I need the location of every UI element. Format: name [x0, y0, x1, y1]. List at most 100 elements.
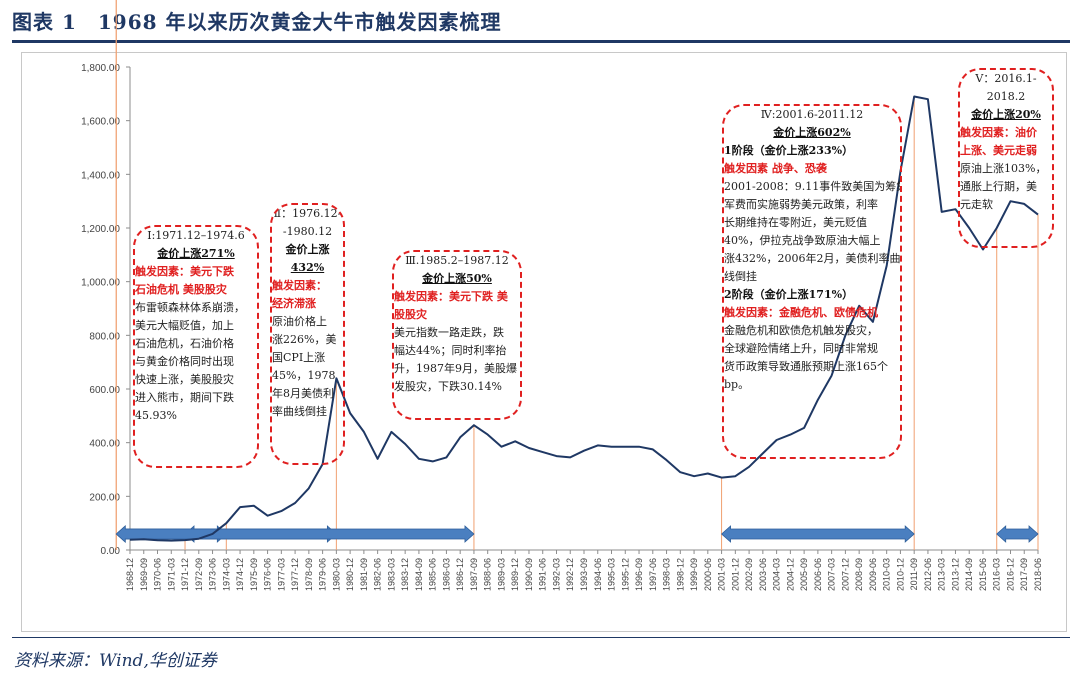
x-tick-label: 2004-03	[772, 558, 782, 591]
x-tick-label: 1992-03	[551, 558, 561, 591]
annotation-line: 原油价格上	[272, 315, 327, 328]
data-point	[294, 502, 296, 504]
x-tick-label: 1986-12	[455, 558, 465, 591]
x-tick-label: 1973-06	[208, 558, 218, 591]
x-tick-label: 1998-12	[675, 558, 685, 591]
x-tick-label: 1986-03	[441, 558, 451, 591]
x-tick-label: 2004-12	[785, 558, 795, 591]
data-point	[638, 446, 640, 448]
x-tick-label: 1984-09	[414, 558, 424, 591]
annotation-line: 金价上涨271%	[157, 247, 235, 260]
annotation-line: Ⅱ：1976.12-	[273, 207, 342, 220]
x-tick-label: 2016-03	[992, 558, 1002, 591]
annotation-line: 触发因素：	[272, 279, 327, 292]
y-tick-label: 1,400.00	[81, 170, 120, 181]
x-tick-label: 2015-06	[978, 558, 988, 591]
x-tick-label: 1970-06	[153, 558, 163, 591]
data-point	[432, 460, 434, 462]
annotation-line: 通胀上行期，美	[960, 180, 1037, 193]
x-tick-label: 1971-03	[166, 558, 176, 591]
data-point	[941, 211, 943, 213]
data-point	[748, 466, 750, 468]
annotation-phase-5: Ⅴ：2016.1- 2018.2 金价上涨20% 触发因素：油价 上涨、美元走弱 原油上涨…	[958, 68, 1054, 248]
data-point	[170, 540, 172, 542]
x-tick-label: 1968-12	[125, 558, 135, 591]
data-point	[528, 447, 530, 449]
data-point	[390, 431, 392, 433]
annotation-line: 美元指数一路走跌，跌	[394, 326, 504, 339]
annotation-line: 经济滞涨	[272, 297, 316, 310]
x-tick-label: 2018-06	[1033, 558, 1043, 591]
annotation-line: Ⅲ.1985.2–1987.12	[405, 254, 509, 267]
data-point	[129, 539, 131, 541]
range-arrow-IV	[720, 525, 915, 543]
data-point	[280, 510, 282, 512]
data-point	[597, 444, 599, 446]
source-note: 资料来源：Wind,华创证券	[14, 651, 217, 671]
x-tick-label: 1975-09	[249, 558, 259, 591]
data-point	[267, 515, 269, 517]
y-tick-label: 800.00	[89, 331, 120, 342]
annotation-line: 石油危机，石油价格	[135, 337, 234, 350]
y-tick-label: 0.00	[101, 546, 121, 557]
annotation-line: 发股灾，下跌30.14%	[394, 380, 502, 393]
x-tick-label: 2002-09	[744, 558, 754, 591]
data-point	[666, 459, 668, 461]
annotation-line: 线倒挂	[724, 270, 757, 283]
data-point	[500, 446, 502, 448]
x-tick-label: 1987-09	[469, 558, 479, 591]
annotation-phase-2: Ⅱ：1976.12- -1980.12 金价上涨 432% 触发因素： 经济滞涨 原油价格上…	[270, 203, 345, 465]
x-tick-label: 1978-09	[304, 558, 314, 591]
data-point	[624, 446, 626, 448]
annotation-line: 金价上涨602%	[773, 126, 851, 139]
range-arrow-III	[115, 525, 475, 543]
data-point	[913, 96, 915, 98]
x-tick-label: 1971-12	[180, 558, 190, 591]
y-tick-label: 400.00	[89, 439, 120, 450]
x-tick-label: 1980-12	[345, 558, 355, 591]
data-point	[363, 431, 365, 433]
annotation-line: 1阶段（金价上涨233%）	[724, 144, 854, 157]
data-point	[927, 98, 929, 100]
x-tick-label: 2003-06	[758, 558, 768, 591]
x-tick-label: 1974-12	[235, 558, 245, 591]
annotation-phase-3: Ⅲ.1985.2–1987.12 金价上涨50% 触发因素：美元下跌 美股股灾 美元指…	[392, 250, 522, 420]
annotation-line: 2阶段（金价上涨171%）	[724, 288, 854, 301]
data-point	[555, 455, 557, 457]
x-tick-label: 1999-09	[689, 558, 699, 591]
annotation-phase-1: Ⅰ:1971.12–1974.6 金价上涨271% 触发因素：美元下跌 石油危机 美股…	[133, 225, 259, 468]
data-point	[143, 538, 145, 540]
annotation-line: 与黄金价格同时出现	[135, 355, 234, 368]
x-tick-label: 1996-09	[634, 558, 644, 591]
data-point	[225, 522, 227, 524]
data-point	[514, 440, 516, 442]
annotation-line: 触发因素：油价	[960, 126, 1037, 139]
x-tick-label: 2017-09	[1019, 558, 1029, 591]
data-point	[377, 458, 379, 460]
data-point	[459, 436, 461, 438]
x-tick-label: 1969-09	[139, 558, 149, 591]
annotation-line: 股股灾	[394, 308, 427, 321]
annotation-line: Ⅰ:1971.12–1974.6	[147, 229, 245, 242]
data-point	[418, 458, 420, 460]
annotation-line: 美元大幅贬值，加上	[135, 319, 234, 332]
x-tick-label: 1976-06	[263, 558, 273, 591]
annotation-line: 元走软	[960, 198, 993, 211]
x-tick-label: 1998-03	[662, 558, 672, 591]
data-point	[198, 538, 200, 540]
x-tick-label: 2009-06	[868, 558, 878, 591]
y-tick-label: 600.00	[89, 385, 120, 396]
annotation-line: 石油危机 美股股灾	[135, 283, 227, 296]
x-tick-label: 1992-12	[565, 558, 575, 591]
data-point	[982, 248, 984, 250]
annotation-line: 全球避险情绪上升，同时非常规	[724, 342, 878, 355]
x-tick-label: 2010-12	[895, 558, 905, 591]
x-tick-label: 1995-12	[620, 558, 630, 591]
annotation-line: 幅达44%；同时利率抬	[394, 344, 507, 357]
x-tick-label: 1977-12	[290, 558, 300, 591]
x-tick-label: 2010-03	[882, 558, 892, 591]
annotation-line: 触发因素 战争、恐袭	[724, 162, 827, 175]
annotation-line: 上涨、美元走弱	[960, 144, 1037, 157]
data-point	[308, 487, 310, 489]
